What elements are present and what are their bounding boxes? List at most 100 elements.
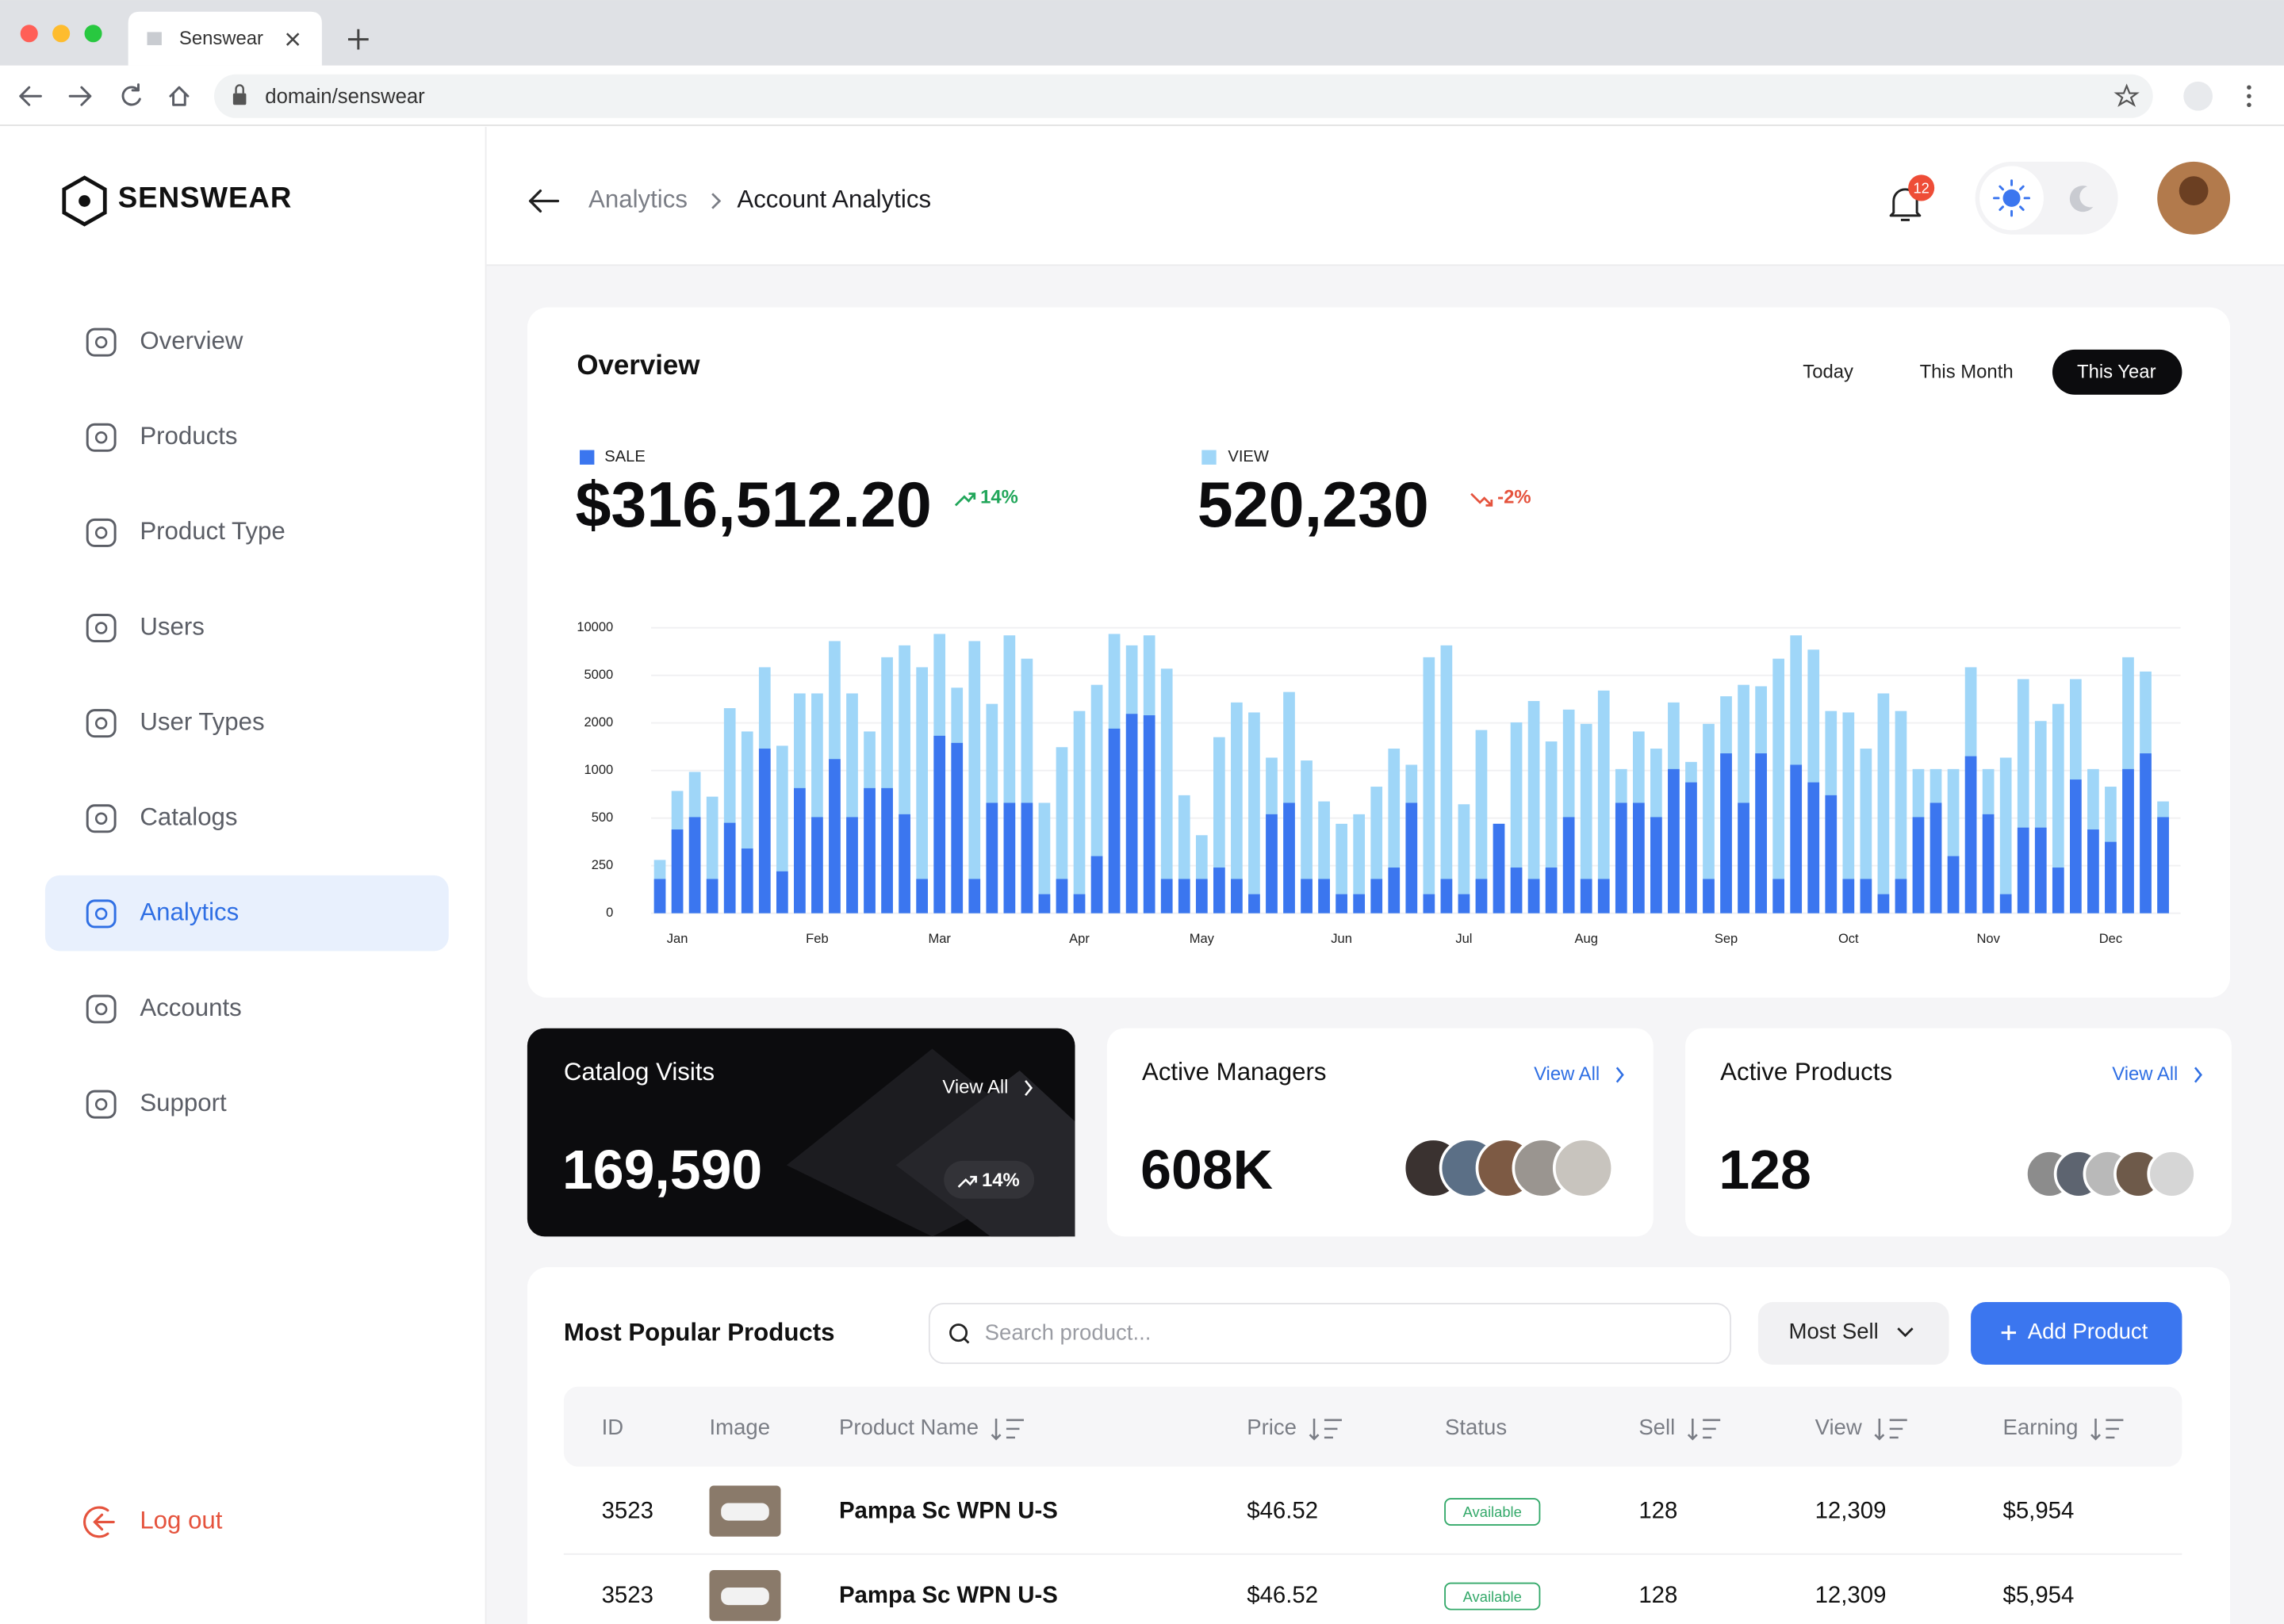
- column-header: ID: [602, 1415, 624, 1439]
- nav-item[interactable]: Catalogs: [86, 803, 238, 833]
- menu-dot: [2247, 94, 2251, 98]
- trend-up: [957, 1175, 977, 1188]
- column-header[interactable]: View: [1815, 1415, 1862, 1439]
- logout[interactable]: Log out: [140, 1507, 222, 1534]
- reload-button[interactable]: [121, 83, 141, 106]
- cell: 3523: [602, 1497, 653, 1523]
- bar: [986, 802, 998, 914]
- maximize-window[interactable]: [84, 25, 102, 43]
- product-table: ID Image Product Name Price Status Sell View Ea…: [563, 1415, 2182, 1622]
- brand: SENSWEAR: [118, 181, 293, 213]
- nav-item[interactable]: Overview: [86, 327, 243, 357]
- column-header: Image: [709, 1415, 770, 1439]
- nav-item[interactable]: Users: [86, 612, 205, 643]
- search-box[interactable]: [928, 1302, 1731, 1365]
- breadcrumb-parent[interactable]: Analytics: [588, 186, 688, 213]
- bar: [1475, 879, 1488, 914]
- sort-icon[interactable]: [1309, 1419, 1342, 1441]
- tab[interactable]: [128, 11, 322, 66]
- sort-icon[interactable]: [991, 1419, 1024, 1441]
- bar: [1615, 802, 1627, 914]
- add-product-button[interactable]: [1971, 1302, 2182, 1365]
- bar: [1632, 802, 1645, 914]
- nav-icon: [86, 994, 117, 1024]
- profile-icon[interactable]: [2183, 81, 2213, 111]
- cell: 128: [1638, 1497, 1677, 1523]
- column-header[interactable]: Earning: [2003, 1415, 2079, 1439]
- back-button[interactable]: [19, 86, 42, 106]
- avatar: [1552, 1137, 1615, 1199]
- home-button[interactable]: [169, 86, 190, 106]
- nav-item[interactable]: Product Type: [86, 517, 286, 547]
- card-value: 128: [1719, 1139, 1811, 1201]
- view-change: -2%: [1497, 486, 1531, 508]
- cell: Pampa Sc WPN U-S: [839, 1497, 1058, 1523]
- change-pill: [944, 1160, 1035, 1199]
- sort-icon[interactable]: [1687, 1419, 1721, 1441]
- filter-active[interactable]: [2052, 349, 2182, 395]
- column-header[interactable]: Product Name: [839, 1415, 979, 1439]
- y-tick-label: 2000: [584, 714, 614, 730]
- nav-label: Products: [140, 422, 237, 450]
- status-pill: [1444, 1582, 1541, 1611]
- close-window[interactable]: [20, 25, 38, 43]
- nav-icon-detail: [94, 622, 108, 634]
- column-header[interactable]: Price: [1247, 1415, 1297, 1439]
- nav-item[interactable]: Products: [86, 422, 238, 452]
- nav-icon: [86, 1090, 117, 1119]
- y-tick-label: 0: [606, 905, 613, 920]
- sale-change: 14%: [980, 486, 1018, 508]
- new-tab[interactable]: [347, 29, 369, 50]
- logo[interactable]: [62, 175, 107, 227]
- logout-icon: [83, 1506, 115, 1538]
- bar: [1668, 768, 1680, 914]
- sort-icon[interactable]: [1874, 1419, 1907, 1441]
- tab-strip: [0, 0, 2284, 66]
- card-value: 169,590: [562, 1139, 762, 1201]
- sort-label: Most Sell: [1789, 1319, 1879, 1343]
- nav-icon: [86, 423, 117, 452]
- forward-button[interactable]: [68, 86, 92, 106]
- notification-badge: [1908, 174, 1935, 201]
- plus-icon: [2001, 1325, 2017, 1340]
- sort-icon[interactable]: [2090, 1419, 2124, 1441]
- y-tick-label: 10000: [577, 619, 613, 634]
- nav-item[interactable]: Analytics: [86, 898, 239, 929]
- card-link[interactable]: View All: [1534, 1063, 1600, 1085]
- card-title: Catalog Visits: [564, 1058, 715, 1086]
- lock-icon: [232, 93, 247, 105]
- card-link[interactable]: View All: [942, 1076, 1008, 1097]
- bar: [1772, 658, 1784, 914]
- tab-close[interactable]: [286, 33, 300, 46]
- address-bar[interactable]: [214, 74, 2153, 118]
- legend-swatch: [1201, 450, 1217, 465]
- bar: [881, 787, 893, 914]
- card-change: 14%: [982, 1170, 1020, 1191]
- cell: $46.52: [1247, 1582, 1318, 1608]
- bar: [2052, 868, 2064, 914]
- product-image-detail: [721, 1503, 769, 1521]
- menu-dot[interactable]: [2247, 85, 2251, 90]
- minimize-window[interactable]: [52, 25, 71, 43]
- bar: [811, 817, 823, 914]
- bar: [1877, 693, 1890, 914]
- sort-dropdown[interactable]: [1757, 1302, 1949, 1365]
- nav-item[interactable]: Accounts: [86, 994, 242, 1024]
- card-link[interactable]: View All: [2112, 1063, 2178, 1085]
- moon-icon[interactable]: [2069, 186, 2094, 213]
- nav-item[interactable]: User Types: [86, 707, 265, 738]
- bar: [706, 879, 719, 914]
- bookmark-star[interactable]: [2113, 83, 2140, 107]
- filter[interactable]: This Month: [1920, 362, 2014, 383]
- filter[interactable]: This Year: [2077, 362, 2156, 383]
- nav-active-background: [44, 875, 449, 952]
- logo-dot: [79, 195, 90, 207]
- search-placeholder: Search product...: [985, 1320, 1152, 1345]
- bar: [1860, 879, 1872, 914]
- bar: [1964, 756, 1977, 914]
- nav-item[interactable]: Support: [86, 1089, 227, 1119]
- bar: [1999, 757, 2012, 914]
- column-header[interactable]: Sell: [1638, 1415, 1675, 1439]
- filter[interactable]: Today: [1803, 362, 1853, 383]
- back-arrow[interactable]: [528, 189, 560, 213]
